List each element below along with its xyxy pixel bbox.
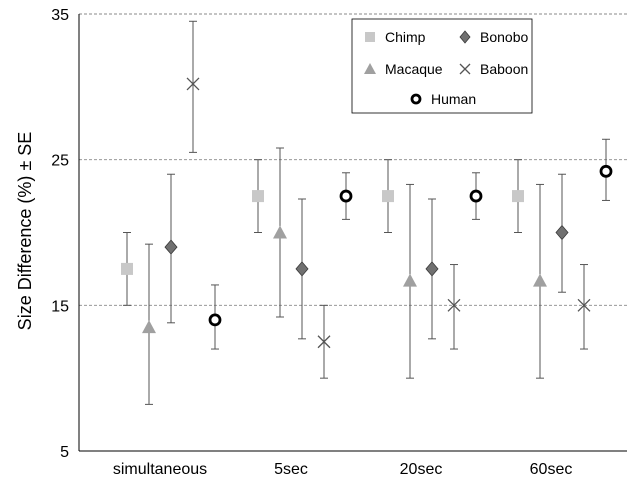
marker-diamond [459, 30, 471, 44]
y-tick-label: 35 [51, 7, 69, 24]
marker-square [512, 190, 524, 203]
marker-circle [208, 313, 222, 327]
series-bonobo [164, 173, 569, 340]
axes [78, 14, 627, 452]
y-tick-label: 5 [60, 444, 69, 461]
legend-label: Chimp [385, 29, 426, 45]
series-human [208, 138, 613, 350]
gridlines [79, 13, 627, 306]
marker-triangle [142, 320, 156, 334]
legend-box [351, 18, 533, 114]
legend-label: Baboon [480, 61, 528, 77]
marker-square [382, 190, 394, 203]
y-ticks: 5 15 25 35 [51, 7, 69, 461]
legend-entry-macaque: Macaque [364, 61, 443, 77]
legend-label: Human [431, 91, 476, 107]
x-ticks: simultaneous 5sec 20sec 60sec [113, 461, 572, 478]
marker-diamond [555, 224, 569, 241]
y-axis-title: Size Difference (%) ± SE [15, 132, 35, 331]
marker-diamond [295, 261, 309, 277]
y-tick-label: 25 [51, 153, 69, 170]
x-tick-label: 20sec [400, 461, 443, 478]
marker-square [365, 32, 375, 42]
marker-x [317, 335, 331, 349]
marker-square [252, 190, 264, 203]
legend-entry-baboon: Baboon [459, 61, 528, 77]
series-baboon [186, 20, 591, 379]
y-tick-label: 15 [51, 298, 69, 315]
marker-triangle [273, 225, 287, 239]
marker-x [459, 63, 471, 75]
data-marks [121, 20, 613, 405]
marker-circle [410, 93, 422, 105]
marker-circle [599, 164, 613, 178]
marker-triangle [403, 273, 417, 287]
x-tick-label: 60sec [530, 461, 573, 478]
marker-circle [469, 189, 483, 203]
marker-circle [339, 189, 353, 203]
legend-entry-chimp: Chimp [365, 29, 426, 45]
legend-label: Bonobo [480, 29, 528, 45]
marker-square [121, 262, 133, 275]
marker-x [186, 77, 200, 91]
marker-diamond [164, 239, 178, 255]
legend-entry-human: Human [410, 91, 476, 107]
marker-x [447, 298, 461, 312]
legend-entry-bonobo: Bonobo [459, 29, 528, 45]
marker-diamond [425, 261, 439, 277]
series-chimp [121, 159, 524, 306]
series-macaque [142, 147, 547, 405]
x-tick-label: 5sec [274, 461, 308, 478]
x-tick-label: simultaneous [113, 461, 207, 478]
marker-x [577, 298, 591, 312]
marker-triangle [364, 63, 376, 74]
legend-label: Macaque [385, 61, 443, 77]
marker-triangle [533, 273, 547, 287]
